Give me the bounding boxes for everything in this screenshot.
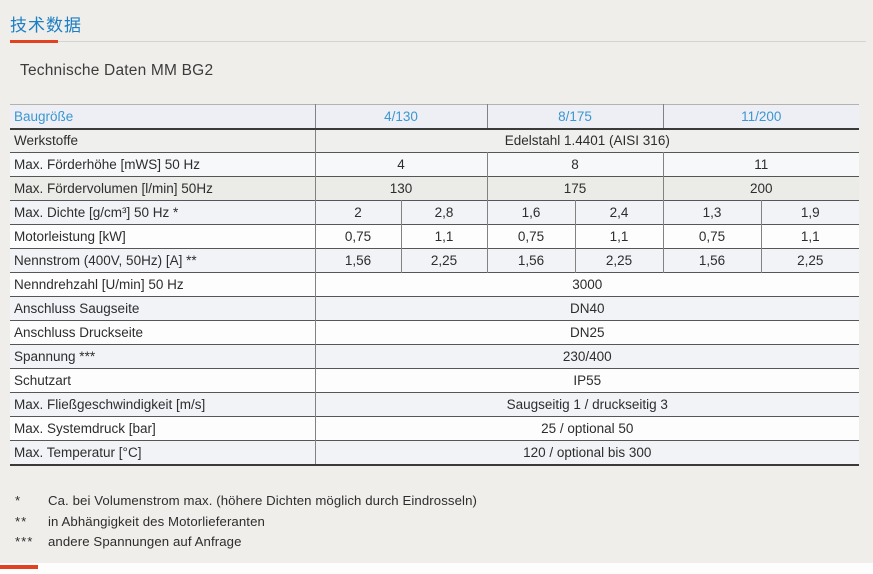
cell-value: DN25 bbox=[570, 325, 605, 340]
row-label: Max. Temperatur [°C] bbox=[10, 440, 316, 465]
section-rule bbox=[10, 40, 866, 43]
table-row: Nenndrehzahl [U/min] 50 Hz 3000 bbox=[10, 272, 860, 297]
row-label: Motorleistung [kW] bbox=[10, 224, 316, 249]
next-section-underline-accent bbox=[0, 565, 38, 569]
table-row: Max. Dichte [g/cm³] 50 Hz * 2 2,8 1,6 2,… bbox=[10, 200, 860, 225]
cell-value: 1,6 bbox=[486, 200, 576, 225]
cell-value: 2,25 bbox=[400, 248, 488, 273]
cell-value: 3000 bbox=[572, 277, 603, 292]
header-col-cell: 4/130 bbox=[384, 108, 418, 124]
cell-value: 1,3 bbox=[662, 200, 762, 225]
table-row: Werkstoffe Edelstahl 1.4401 (AISI 316) bbox=[10, 128, 860, 153]
footnote-text: andere Spannungen auf Anfrage bbox=[48, 534, 242, 549]
table-row: Max. Fließgeschwindigkeit [m/s] Saugseit… bbox=[10, 392, 860, 417]
header-col-cell: 11/200 bbox=[662, 104, 860, 129]
footnote-marker: * bbox=[15, 493, 22, 508]
table-row: Max. Fördervolumen [l/min] 50Hz 130 175 … bbox=[10, 176, 860, 201]
page-subtitle: Technische Daten MM BG2 bbox=[20, 62, 214, 79]
row-label: Nennstrom (400V, 50Hz) [A] ** bbox=[10, 248, 316, 273]
footnotes: * Ca. bei Volumenstrom max. (höhere Dich… bbox=[10, 491, 855, 553]
footnote-marker: ** bbox=[15, 513, 28, 529]
footnote: *** andere Spannungen auf Anfrage bbox=[10, 532, 855, 553]
table-row: Schutzart IP55 bbox=[10, 368, 860, 393]
footnote-text: in Abhängigkeit des Motorlieferanten bbox=[48, 513, 265, 529]
row-label: Anschluss Saugseite bbox=[10, 296, 316, 321]
cell-value: 8 bbox=[486, 152, 664, 177]
header-label-cell: Baugröße bbox=[10, 104, 316, 129]
table-row: Nennstrom (400V, 50Hz) [A] ** 1,56 2,25 … bbox=[10, 248, 860, 273]
row-label: Nenndrehzahl [U/min] 50 Hz bbox=[10, 272, 316, 297]
cell-value: Saugseitig 1 / druckseitig 3 bbox=[506, 397, 668, 412]
technical-data-table: Baugröße 4/130 8/175 11/200 Werkstoffe E… bbox=[10, 104, 860, 466]
table-row: Max. Förderhöhe [mWS] 50 Hz 4 8 11 bbox=[10, 152, 860, 177]
cell-value: 1,1 bbox=[400, 224, 488, 249]
cell-value: 2,4 bbox=[574, 200, 664, 225]
cell-value: 2,25 bbox=[574, 248, 664, 273]
row-label: Anschluss Druckseite bbox=[10, 320, 316, 345]
cell-value: 175 bbox=[486, 176, 664, 201]
row-label: Max. Systemdruck [bar] bbox=[10, 416, 316, 441]
section-rule-accent bbox=[10, 40, 58, 43]
cell-value: DN40 bbox=[570, 301, 605, 316]
table-row: Motorleistung [kW] 0,75 1,1 0,75 1,1 0,7… bbox=[10, 224, 860, 249]
cell-value: 11 bbox=[662, 152, 860, 177]
cell-value: 4 bbox=[397, 157, 405, 172]
cell-value: 2,25 bbox=[760, 248, 860, 273]
cell-value: 0,75 bbox=[344, 229, 372, 244]
table-row: Max. Systemdruck [bar] 25 / optional 50 bbox=[10, 416, 860, 441]
bottom-strip bbox=[0, 563, 873, 574]
section-heading: 技术数据 bbox=[10, 16, 82, 35]
row-label: Max. Fördervolumen [l/min] 50Hz bbox=[10, 176, 316, 201]
table-row: Anschluss Druckseite DN25 bbox=[10, 320, 860, 345]
cell-value: 1,1 bbox=[760, 224, 860, 249]
row-label: Werkstoffe bbox=[10, 128, 316, 153]
row-label: Max. Fließgeschwindigkeit [m/s] bbox=[10, 392, 316, 417]
footnote-text: Ca. bei Volumenstrom max. (höhere Dichte… bbox=[48, 493, 477, 508]
cell-value: IP55 bbox=[573, 373, 602, 388]
cell-value: 230/400 bbox=[562, 349, 612, 364]
cell-value: 0,75 bbox=[486, 224, 576, 249]
footnote: * Ca. bei Volumenstrom max. (höhere Dich… bbox=[10, 491, 855, 512]
cell-value: 1,1 bbox=[574, 224, 664, 249]
footnote-marker: *** bbox=[15, 534, 34, 549]
cell-value: 1,56 bbox=[662, 248, 762, 273]
cell-value: 1,56 bbox=[486, 248, 576, 273]
cell-value: 25 / optional 50 bbox=[541, 421, 634, 436]
cell-value: 120 / optional bis 300 bbox=[523, 444, 652, 460]
cell-value: 200 bbox=[662, 176, 860, 201]
cell-value: 2 bbox=[354, 205, 362, 220]
cell-value: 130 bbox=[389, 181, 413, 196]
footnote: ** in Abhängigkeit des Motorlieferanten bbox=[10, 512, 855, 533]
table-header-row: Baugröße 4/130 8/175 11/200 bbox=[10, 104, 860, 129]
table-row: Spannung *** 230/400 bbox=[10, 344, 860, 369]
cell-value: 1,56 bbox=[344, 253, 372, 268]
table-row: Max. Temperatur [°C] 120 / optional bis … bbox=[10, 440, 860, 465]
row-label: Schutzart bbox=[10, 368, 316, 393]
row-label: Spannung *** bbox=[10, 344, 316, 369]
row-label: Max. Förderhöhe [mWS] 50 Hz bbox=[10, 152, 316, 177]
row-label: Max. Dichte [g/cm³] 50 Hz * bbox=[10, 200, 316, 225]
cell-value: 0,75 bbox=[662, 224, 762, 249]
table-row: Anschluss Saugseite DN40 bbox=[10, 296, 860, 321]
cell-value: Edelstahl 1.4401 (AISI 316) bbox=[504, 133, 670, 149]
cell-value: 2,8 bbox=[400, 200, 488, 225]
header-col-cell: 8/175 bbox=[486, 104, 664, 129]
cell-value: 1,9 bbox=[760, 200, 860, 225]
